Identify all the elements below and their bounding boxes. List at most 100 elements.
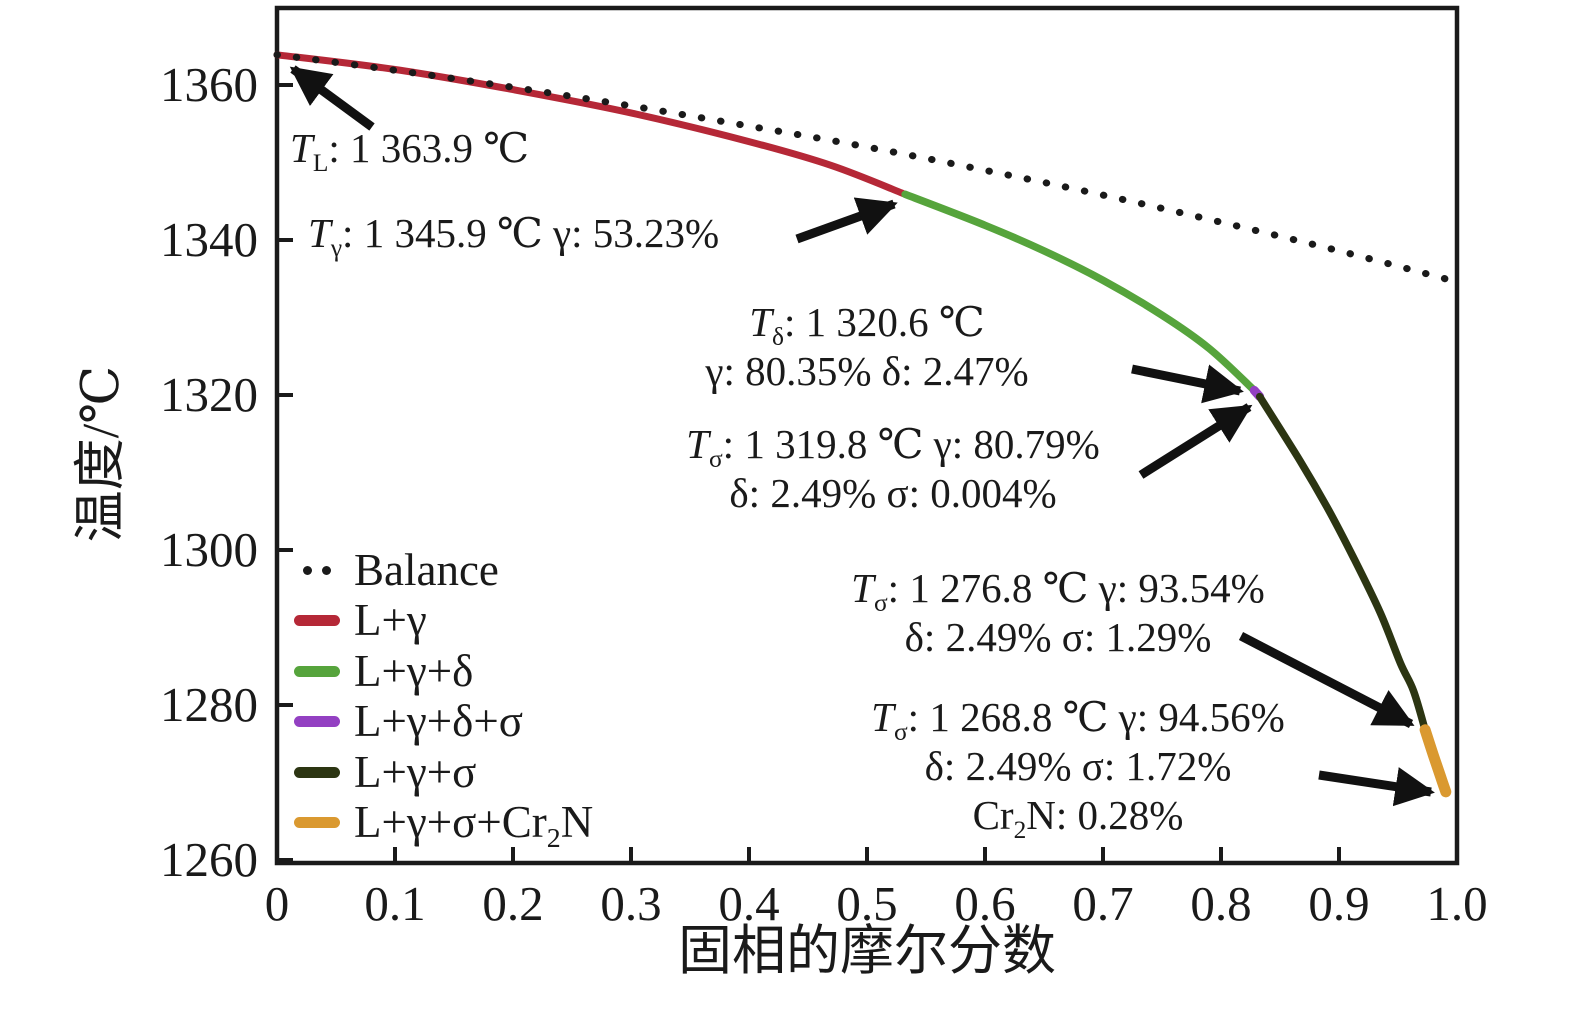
x-tick-label: 0.7 [1072, 876, 1134, 931]
text-part: σ [708, 445, 723, 474]
annotation-arrow-tgamma [795, 197, 898, 244]
legend: Balance L+γ L+γ+δ L+γ+δ+σ L+γ+σ L+γ+σ+Cr2N [293, 545, 594, 853]
x-tick-label: 0.9 [1308, 876, 1370, 931]
annotation-arrow-tsigma-1 [1138, 403, 1253, 479]
text-part: T [308, 210, 331, 256]
text-part: T [290, 125, 313, 171]
annotation-tdelta: Tδ: 1 320.6 ℃ γ: 80.35% δ: 2.47% [517, 298, 1217, 396]
y-tick-label: 1340 [160, 212, 258, 267]
text-part: T [686, 421, 709, 467]
line-swatch [294, 665, 340, 677]
text-part: 2 [1013, 816, 1027, 845]
text-part: T [851, 565, 874, 611]
legend-item-l-gamma-sigma-cr2n: L+γ+σ+Cr2N [293, 797, 594, 853]
annotation-tgamma: Tγ: 1 345.9 ℃ γ: 53.23% [308, 209, 720, 261]
annotation-arrow-tdelta [1131, 364, 1244, 404]
legend-label: L+γ+δ+σ [354, 699, 523, 744]
legend-item-l-gamma-delta-sigma: L+γ+δ+σ [293, 697, 593, 748]
annotation-line: δ: 2.49% σ: 1.29% [708, 613, 1408, 662]
annotation-line: Tδ: 1 320.6 ℃ [517, 298, 1217, 350]
y-tick-label: 1280 [160, 677, 258, 732]
text-part: : 1 319.8 ℃ γ: 80.79% [722, 421, 1100, 467]
x-tick-label: 1.0 [1426, 876, 1488, 931]
annotation-arrow-tsigma-2 [1238, 632, 1415, 728]
annotation-line: Tσ: 1 268.8 ℃ γ: 94.56% [728, 693, 1428, 745]
y-tick-label: 1360 [160, 57, 258, 112]
legend-swatch-l-gamma-delta-sigma [293, 716, 341, 728]
legend-label: L+γ+σ+Cr2N [354, 797, 594, 853]
line-swatch [294, 766, 340, 778]
x-tick-label: 0.8 [1190, 876, 1252, 931]
y-axis-title: 温度/℃ [73, 365, 130, 543]
legend-swatch-l-gamma-delta [293, 665, 341, 677]
legend-swatch-balance [293, 565, 341, 575]
legend-item-l-gamma-delta: L+γ+δ [293, 646, 593, 697]
line-swatch [294, 817, 340, 829]
legend-swatch-l-gamma-sigma [293, 766, 341, 778]
legend-label: L+γ+δ [354, 645, 474, 696]
text-part: : 1 363.9 ℃ [328, 125, 530, 171]
curve-l-gamma-delta [901, 190, 1259, 395]
text-part: δ: 2.49% σ: 1.72% [924, 742, 1232, 789]
text-part: L+γ+σ+Cr [354, 797, 547, 848]
y-tick-label: 1300 [160, 522, 258, 577]
legend-item-l-gamma-sigma: L+γ+σ [293, 747, 593, 798]
legend-swatch-l-gamma-sigma-cr2n [293, 817, 341, 829]
curve-l-gamma-sigma-cr2n [1419, 724, 1452, 798]
curve-l-gamma-sigma [1255, 392, 1429, 734]
annotation-line: δ: 2.49% σ: 0.004% [543, 469, 1243, 518]
legend-item-l-gamma: L+γ [293, 596, 593, 647]
annotation-line: TL: 1 363.9 ℃ [290, 124, 530, 176]
text-part: Balance [354, 544, 499, 595]
y-tick-label: 1320 [160, 367, 258, 422]
annotation-tsigma-1: Tσ: 1 319.8 ℃ γ: 80.79% δ: 2.49% σ: 0.004… [543, 420, 1243, 518]
text-part: σ [873, 589, 888, 618]
legend-swatch-l-gamma [293, 615, 341, 627]
annotation-line: Tσ: 1 319.8 ℃ γ: 80.79% [543, 420, 1243, 472]
text-part: L+γ+δ [354, 645, 474, 696]
x-tick-label: 0.1 [364, 876, 426, 931]
text-part: N: 0.28% [1026, 791, 1184, 838]
legend-dot [303, 565, 312, 575]
text-part: N [560, 797, 594, 848]
text-part: Cr [972, 791, 1014, 838]
annotation-line: Cr2N: 0.28% [728, 791, 1428, 843]
text-part: 2 [546, 823, 561, 855]
text-part: δ [772, 323, 785, 352]
line-swatch [294, 615, 340, 627]
text-part: : 1 320.6 ℃ [784, 299, 985, 345]
text-part: T [749, 299, 773, 345]
x-tick-label: 0.4 [718, 876, 780, 931]
dotted-swatch [294, 565, 340, 575]
text-part: T [871, 694, 894, 740]
text-part: L [312, 149, 329, 178]
text-part: : 1 268.8 ℃ γ: 94.56% [907, 694, 1285, 740]
curve-balance [273, 51, 1461, 286]
x-tick-label: 0.3 [600, 876, 662, 931]
text-part: δ: 2.49% σ: 0.004% [729, 469, 1057, 516]
legend-dot [322, 565, 331, 575]
x-tick-label: 0.5 [836, 876, 898, 931]
annotation-tsigma-2: Tσ: 1 276.8 ℃ γ: 93.54% δ: 2.49% σ: 1.29% [708, 564, 1408, 662]
x-tick-label: 0 [264, 876, 290, 931]
annotation-line: γ: 80.35% δ: 2.47% [517, 347, 1217, 396]
text-part: σ [893, 718, 908, 747]
annotation-arrow-tl [289, 65, 375, 131]
annotation-arrow-tsigma-3 [1318, 767, 1435, 807]
annotation-line: Tγ: 1 345.9 ℃ γ: 53.23% [308, 209, 720, 261]
x-axis-title: 固相的摩尔分数 [678, 921, 1056, 981]
legend-item-balance: Balance [293, 545, 593, 596]
text-part: γ: 80.35% δ: 2.47% [705, 347, 1029, 394]
line-swatch [294, 716, 340, 728]
text-part: L+γ+δ+σ [354, 696, 523, 747]
legend-label: L+γ [354, 598, 427, 643]
text-part: δ: 2.49% σ: 1.29% [904, 613, 1212, 660]
text-part: : 1 345.9 ℃ γ: 53.23% [342, 210, 720, 256]
y-tick-label: 1260 [160, 832, 258, 887]
text-part: : 1 276.8 ℃ γ: 93.54% [887, 565, 1265, 611]
text-part: L+γ+σ [354, 746, 477, 797]
x-tick-label: 0.6 [954, 876, 1016, 931]
text-part: γ [330, 234, 343, 263]
legend-label: L+γ+σ [354, 746, 477, 797]
